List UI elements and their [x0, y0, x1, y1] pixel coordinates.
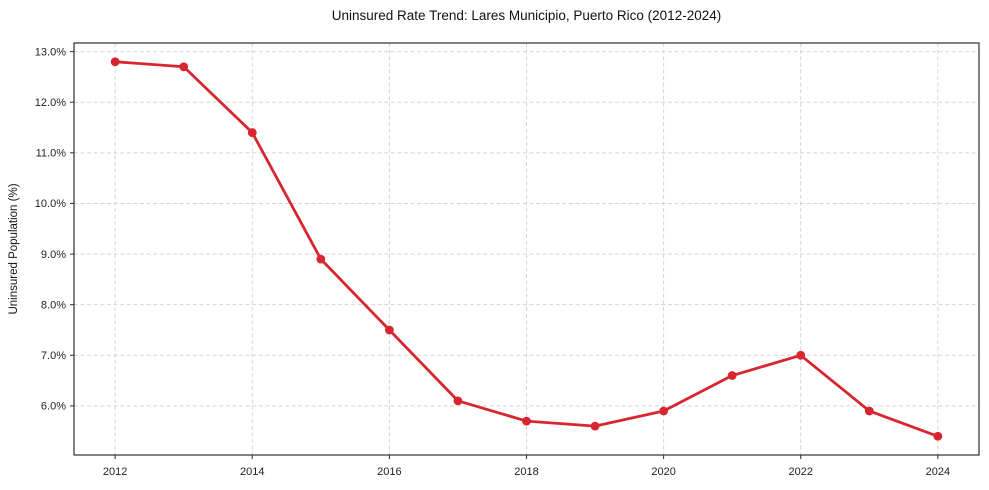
- y-tick-label: 7.0%: [41, 350, 66, 362]
- data-point-2017: [453, 396, 463, 406]
- data-point-2014: [247, 128, 257, 137]
- data-point-2023: [864, 406, 874, 416]
- data-point-2016: [384, 325, 394, 335]
- x-tick-label: 2018: [514, 466, 538, 478]
- data-point-2015: [316, 254, 326, 264]
- y-tick-label: 9.0%: [41, 249, 66, 261]
- x-tick-label: 2016: [377, 466, 401, 478]
- y-tick-label: 8.0%: [41, 299, 66, 311]
- data-point-2013: [179, 62, 189, 72]
- data-point-2019: [590, 421, 600, 431]
- x-tick-label: 2024: [926, 466, 950, 478]
- y-tick-label: 13.0%: [35, 46, 66, 58]
- data-point-2022: [796, 350, 806, 360]
- data-point-2024: [933, 431, 943, 441]
- x-tick-label: 2020: [651, 466, 675, 478]
- x-tick-label: 2012: [103, 466, 127, 478]
- data-point-2012: [110, 57, 120, 67]
- y-tick-label: 12.0%: [35, 97, 66, 109]
- data-point-2021: [727, 371, 737, 380]
- x-tick-label: 2014: [240, 466, 264, 478]
- y-tick-label: 11.0%: [36, 148, 67, 160]
- data-point-2020: [659, 406, 669, 416]
- x-tick-label: 2022: [789, 466, 813, 478]
- y-tick-label: 6.0%: [41, 401, 66, 413]
- chart-title: Uninsured Rate Trend: Lares Municipio, P…: [331, 8, 722, 23]
- data-point-2018: [522, 416, 531, 426]
- y-tick-label: 10.0%: [35, 198, 66, 210]
